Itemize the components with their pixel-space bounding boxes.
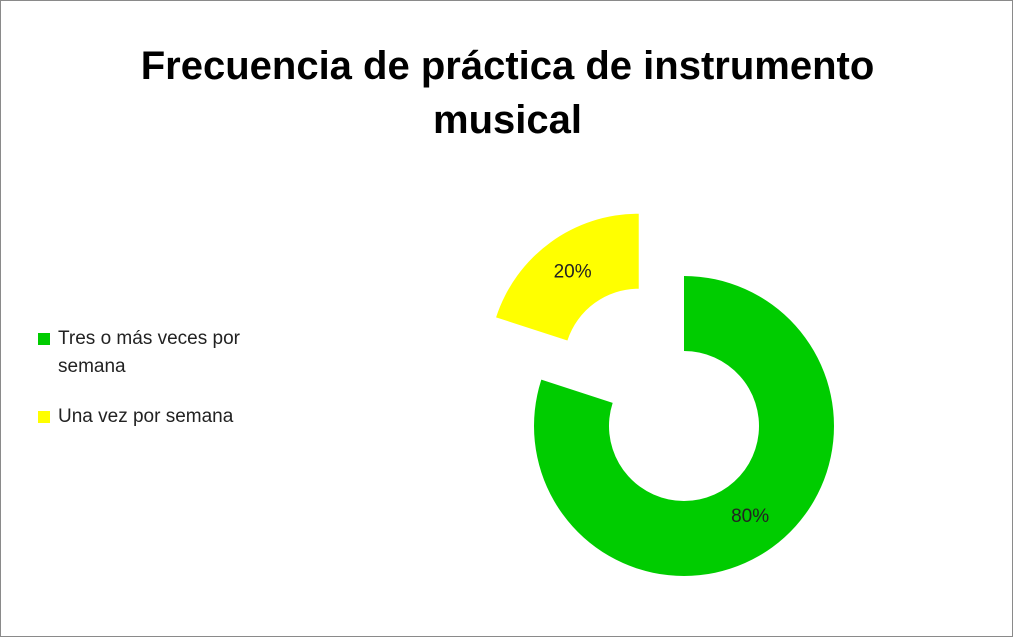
doughnut-slice [534,276,834,576]
chart-title: Frecuencia de práctica de instrumento mu… [140,44,875,142]
doughnut-slice [496,213,639,341]
data-label: 80% [731,506,769,527]
legend-label: Tres o más veces por semana [58,328,240,377]
legend: Tres o más veces por semana Una vez por s… [38,325,308,453]
legend-item: Una vez por semana [38,403,308,431]
data-label: 20% [554,262,592,283]
legend-swatch [38,411,50,423]
legend-swatch [38,333,50,345]
legend-item: Tres o más veces por semana [38,325,308,381]
legend-label: Una vez por semana [58,406,234,427]
